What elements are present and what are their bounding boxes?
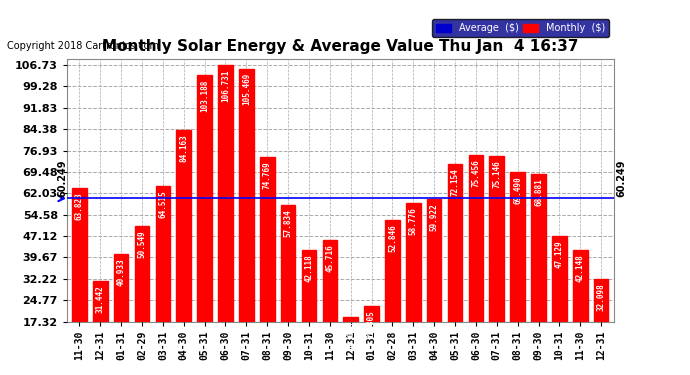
Text: 57.834: 57.834 [284,210,293,237]
Text: 59.922: 59.922 [430,204,439,231]
Text: 103.188: 103.188 [200,80,209,112]
Text: 75.456: 75.456 [471,159,480,187]
Bar [448,164,462,371]
Text: 19.075: 19.075 [346,321,355,349]
Bar [197,75,212,371]
Bar [594,279,609,371]
Bar [93,281,108,371]
Bar [469,155,483,371]
Text: 60.249: 60.249 [617,159,627,197]
Text: 68.881: 68.881 [534,178,543,206]
Bar [322,240,337,371]
Bar [135,226,149,371]
Title: Monthly Solar Energy & Average Value Thu Jan  4 16:37: Monthly Solar Energy & Average Value Thu… [102,39,578,54]
Bar [302,251,316,371]
Text: 31.442: 31.442 [96,285,105,313]
Text: 106.731: 106.731 [221,69,230,102]
Bar [155,186,170,371]
Bar [344,316,358,371]
Bar [427,200,442,371]
Text: 75.146: 75.146 [492,160,501,188]
Text: 45.716: 45.716 [326,244,335,272]
Text: 84.163: 84.163 [179,134,188,162]
Legend: Average  ($), Monthly  ($): Average ($), Monthly ($) [433,20,609,37]
Text: 58.776: 58.776 [408,207,418,235]
Text: 52.846: 52.846 [388,224,397,252]
Text: 63.823: 63.823 [75,192,84,220]
Text: 22.805: 22.805 [367,310,376,338]
Bar [511,172,525,371]
Bar [72,188,87,371]
Text: 42.118: 42.118 [304,255,313,282]
Text: 40.933: 40.933 [117,258,126,286]
Bar [260,157,275,371]
Text: 32.098: 32.098 [597,284,606,311]
Bar [406,202,421,371]
Bar [281,205,295,371]
Bar [531,174,546,371]
Bar [385,220,400,371]
Text: Copyright 2018 Cartronics.com: Copyright 2018 Cartronics.com [7,41,159,51]
Text: 47.129: 47.129 [555,240,564,268]
Bar [573,251,588,371]
Bar [552,236,566,371]
Text: 50.549: 50.549 [137,231,146,258]
Bar [364,306,379,371]
Text: 74.769: 74.769 [263,161,272,189]
Bar [177,130,191,371]
Bar [489,156,504,371]
Text: 72.154: 72.154 [451,168,460,196]
Text: 64.515: 64.515 [159,190,168,218]
Text: 42.148: 42.148 [575,255,584,282]
Bar [218,65,233,371]
Bar [239,69,254,371]
Text: 60.249: 60.249 [57,159,67,197]
Text: 69.490: 69.490 [513,176,522,204]
Bar [114,254,128,371]
Text: 105.469: 105.469 [242,73,251,105]
